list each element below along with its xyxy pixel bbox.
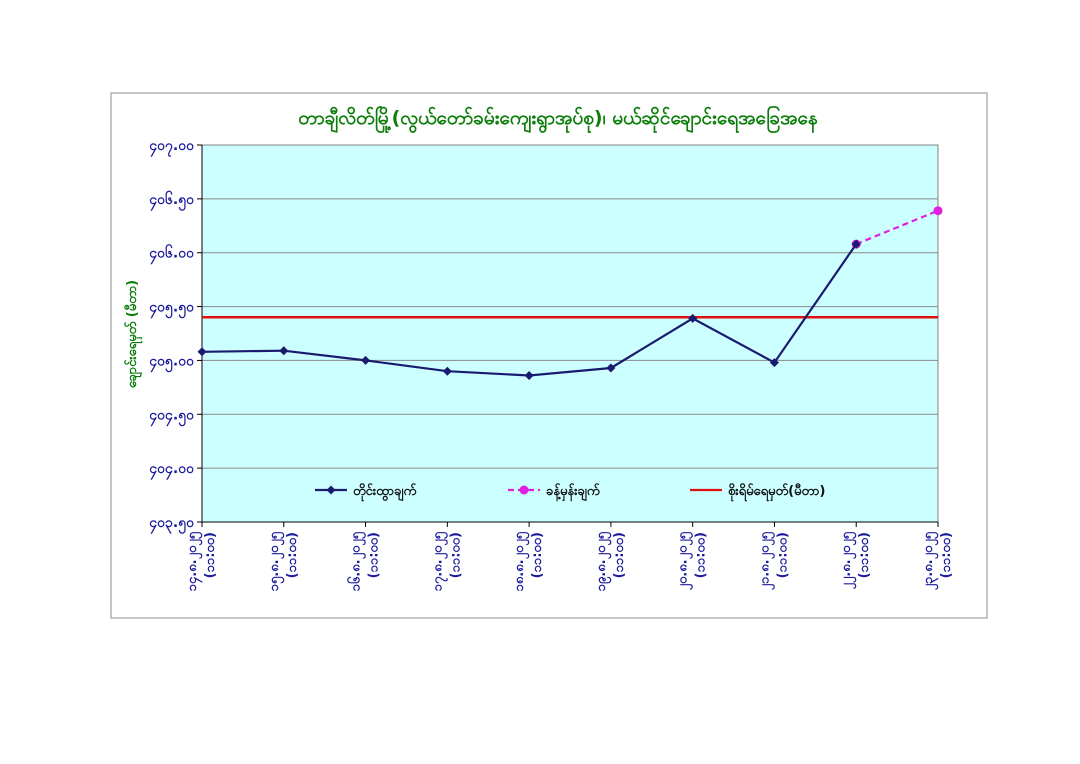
y-tick-label: ၄၀၆.၀၀ — [149, 245, 195, 265]
y-tick-labels: ၄၀၃.၅၀ ၄၀၄.၀၀ ၄၀၄.၅၀ ၄၀၅.၀၀ ၄၀၅.၅၀ ၄၀၆.၀၀ ၄၀၆.… — [149, 138, 195, 534]
legend: တိုင်းထွာချက် ခန့်မှန်းချက် စိုးရိမ်ရေမှတ်… — [315, 482, 825, 502]
x-tick-date: ၁၇.၈.၂၀၂၅ — [430, 531, 448, 591]
grid-lines — [202, 198, 938, 469]
x-tick-date: ၂၀.၈.၂၀၂၅ — [676, 531, 694, 590]
x-tick-label: ၁၉.၈.၂၀၂၅ (၁၁:၀၀) — [594, 531, 627, 591]
x-tick-time: (၁၁:၀၀) — [775, 532, 790, 578]
x-tick-date: ၁၆.၈.၂၀၂၅ — [347, 531, 367, 591]
y-tick-label: ၄၀၇.၀၀ — [149, 138, 195, 157]
x-tick-time: (၁၁:၀၀) — [939, 532, 954, 578]
x-tick-date: ၂၃.၈.၂၀၂၅ — [921, 531, 939, 590]
x-tick-label: ၂၀.၈.၂၀၂၅ (၁၁:၀၀) — [676, 531, 709, 590]
x-tick-label: ၂၂.၈.၂၀၂၅ (၁၁:၀၀) — [839, 531, 872, 589]
data-point — [769, 358, 779, 368]
x-tick-labels: ၁၄.၈.၂၀၂၅ (၁၁:၀၀) ၁၅.၈.၂၀၂၅ (၁၁:၀၀) ၁၆.၈.၂၀၂… — [185, 531, 954, 591]
y-tick-label: ၄၀၅.၅၀ — [149, 300, 195, 319]
data-point — [197, 347, 207, 357]
x-tick-time: (၁၁:၀၀) — [694, 532, 709, 578]
legend-marker — [326, 485, 336, 495]
x-tick-label: ၁၄.၈.၂၀၂၅ (၁၁:၀၀) — [185, 531, 218, 591]
x-tick-date: ၂၁.၈.၂၀၂၅ — [757, 531, 775, 590]
data-point — [851, 239, 861, 249]
legend-marker — [519, 485, 529, 495]
x-tick-date: ၁၄.၈.၂၀၂၅ — [185, 531, 203, 591]
legend-label: ခန့်မှန်းချက် — [546, 482, 600, 502]
x-tick-date: ၁၉.၈.၂၀၂၅ — [594, 531, 612, 591]
x-tick-time: (၁၁:၀၀) — [857, 532, 872, 578]
data-point — [606, 363, 616, 373]
x-tick-time: (၁၁:၀၀) — [203, 532, 218, 578]
data-point — [279, 346, 289, 356]
x-tick-label: ၁၅.၈.၂၀၂၅ (၁၁:၀၀) — [267, 531, 300, 591]
x-tick-label: ၁၆.၈.၂၀၂၅ (၁၁:၀၀) — [347, 531, 382, 591]
x-tick-date: ၁၈.၈.၂၀၂၅ — [512, 531, 530, 591]
y-tick-label: ၄၀၃.၅၀ — [149, 515, 195, 534]
x-tick-label: ၁၈.၈.၂၀၂၅ (၁၁:၀၀) — [512, 531, 545, 591]
y-tick-label: ၄၀၆.၅၀ — [149, 191, 195, 211]
x-tick-time: (၁၁:၀၀) — [448, 532, 463, 578]
x-tick-label: ၂၃.၈.၂၀၂၅ (၁၁:၀၀) — [921, 531, 954, 590]
x-tick-time: (၁၁:၀၀) — [285, 532, 300, 578]
x-tick-time: (၁၁:၀၀) — [612, 532, 627, 578]
legend-label: စိုးရိမ်ရေမှတ်(မီတာ) — [728, 482, 825, 502]
series-line-1 — [855, 209, 939, 246]
series-layer — [197, 206, 943, 381]
x-tick-date: ၁၅.၈.၂၀၂၅ — [267, 531, 285, 591]
y-axis-label: ချောင်းရေမှတ် (မီတာ) — [123, 280, 143, 388]
data-point — [524, 371, 534, 381]
y-tick-label: ၄၀၅.၀၀ — [149, 353, 195, 372]
axes — [197, 144, 939, 527]
data-point — [361, 355, 371, 365]
x-tick-date: ၂၂.၈.၂၀၂၅ — [839, 531, 857, 589]
data-point — [688, 313, 698, 323]
y-tick-label: ၄၀၄.၀၀ — [149, 461, 195, 480]
x-tick-time: (၁၁:၀၀) — [367, 532, 382, 578]
x-tick-time: (၁၁:၀၀) — [530, 532, 545, 578]
legend-label: တိုင်းထွာချက် — [353, 482, 416, 502]
forecast-point — [933, 206, 943, 216]
x-tick-label: ၂၁.၈.၂၀၂၅ (၁၁:၀၀) — [757, 531, 790, 590]
x-tick-label: ၁၇.၈.၂၀၂၅ (၁၁:၀၀) — [430, 531, 463, 591]
y-tick-label: ၄၀၄.၅၀ — [149, 407, 195, 426]
plot-area — [201, 144, 939, 523]
data-point — [442, 366, 452, 376]
